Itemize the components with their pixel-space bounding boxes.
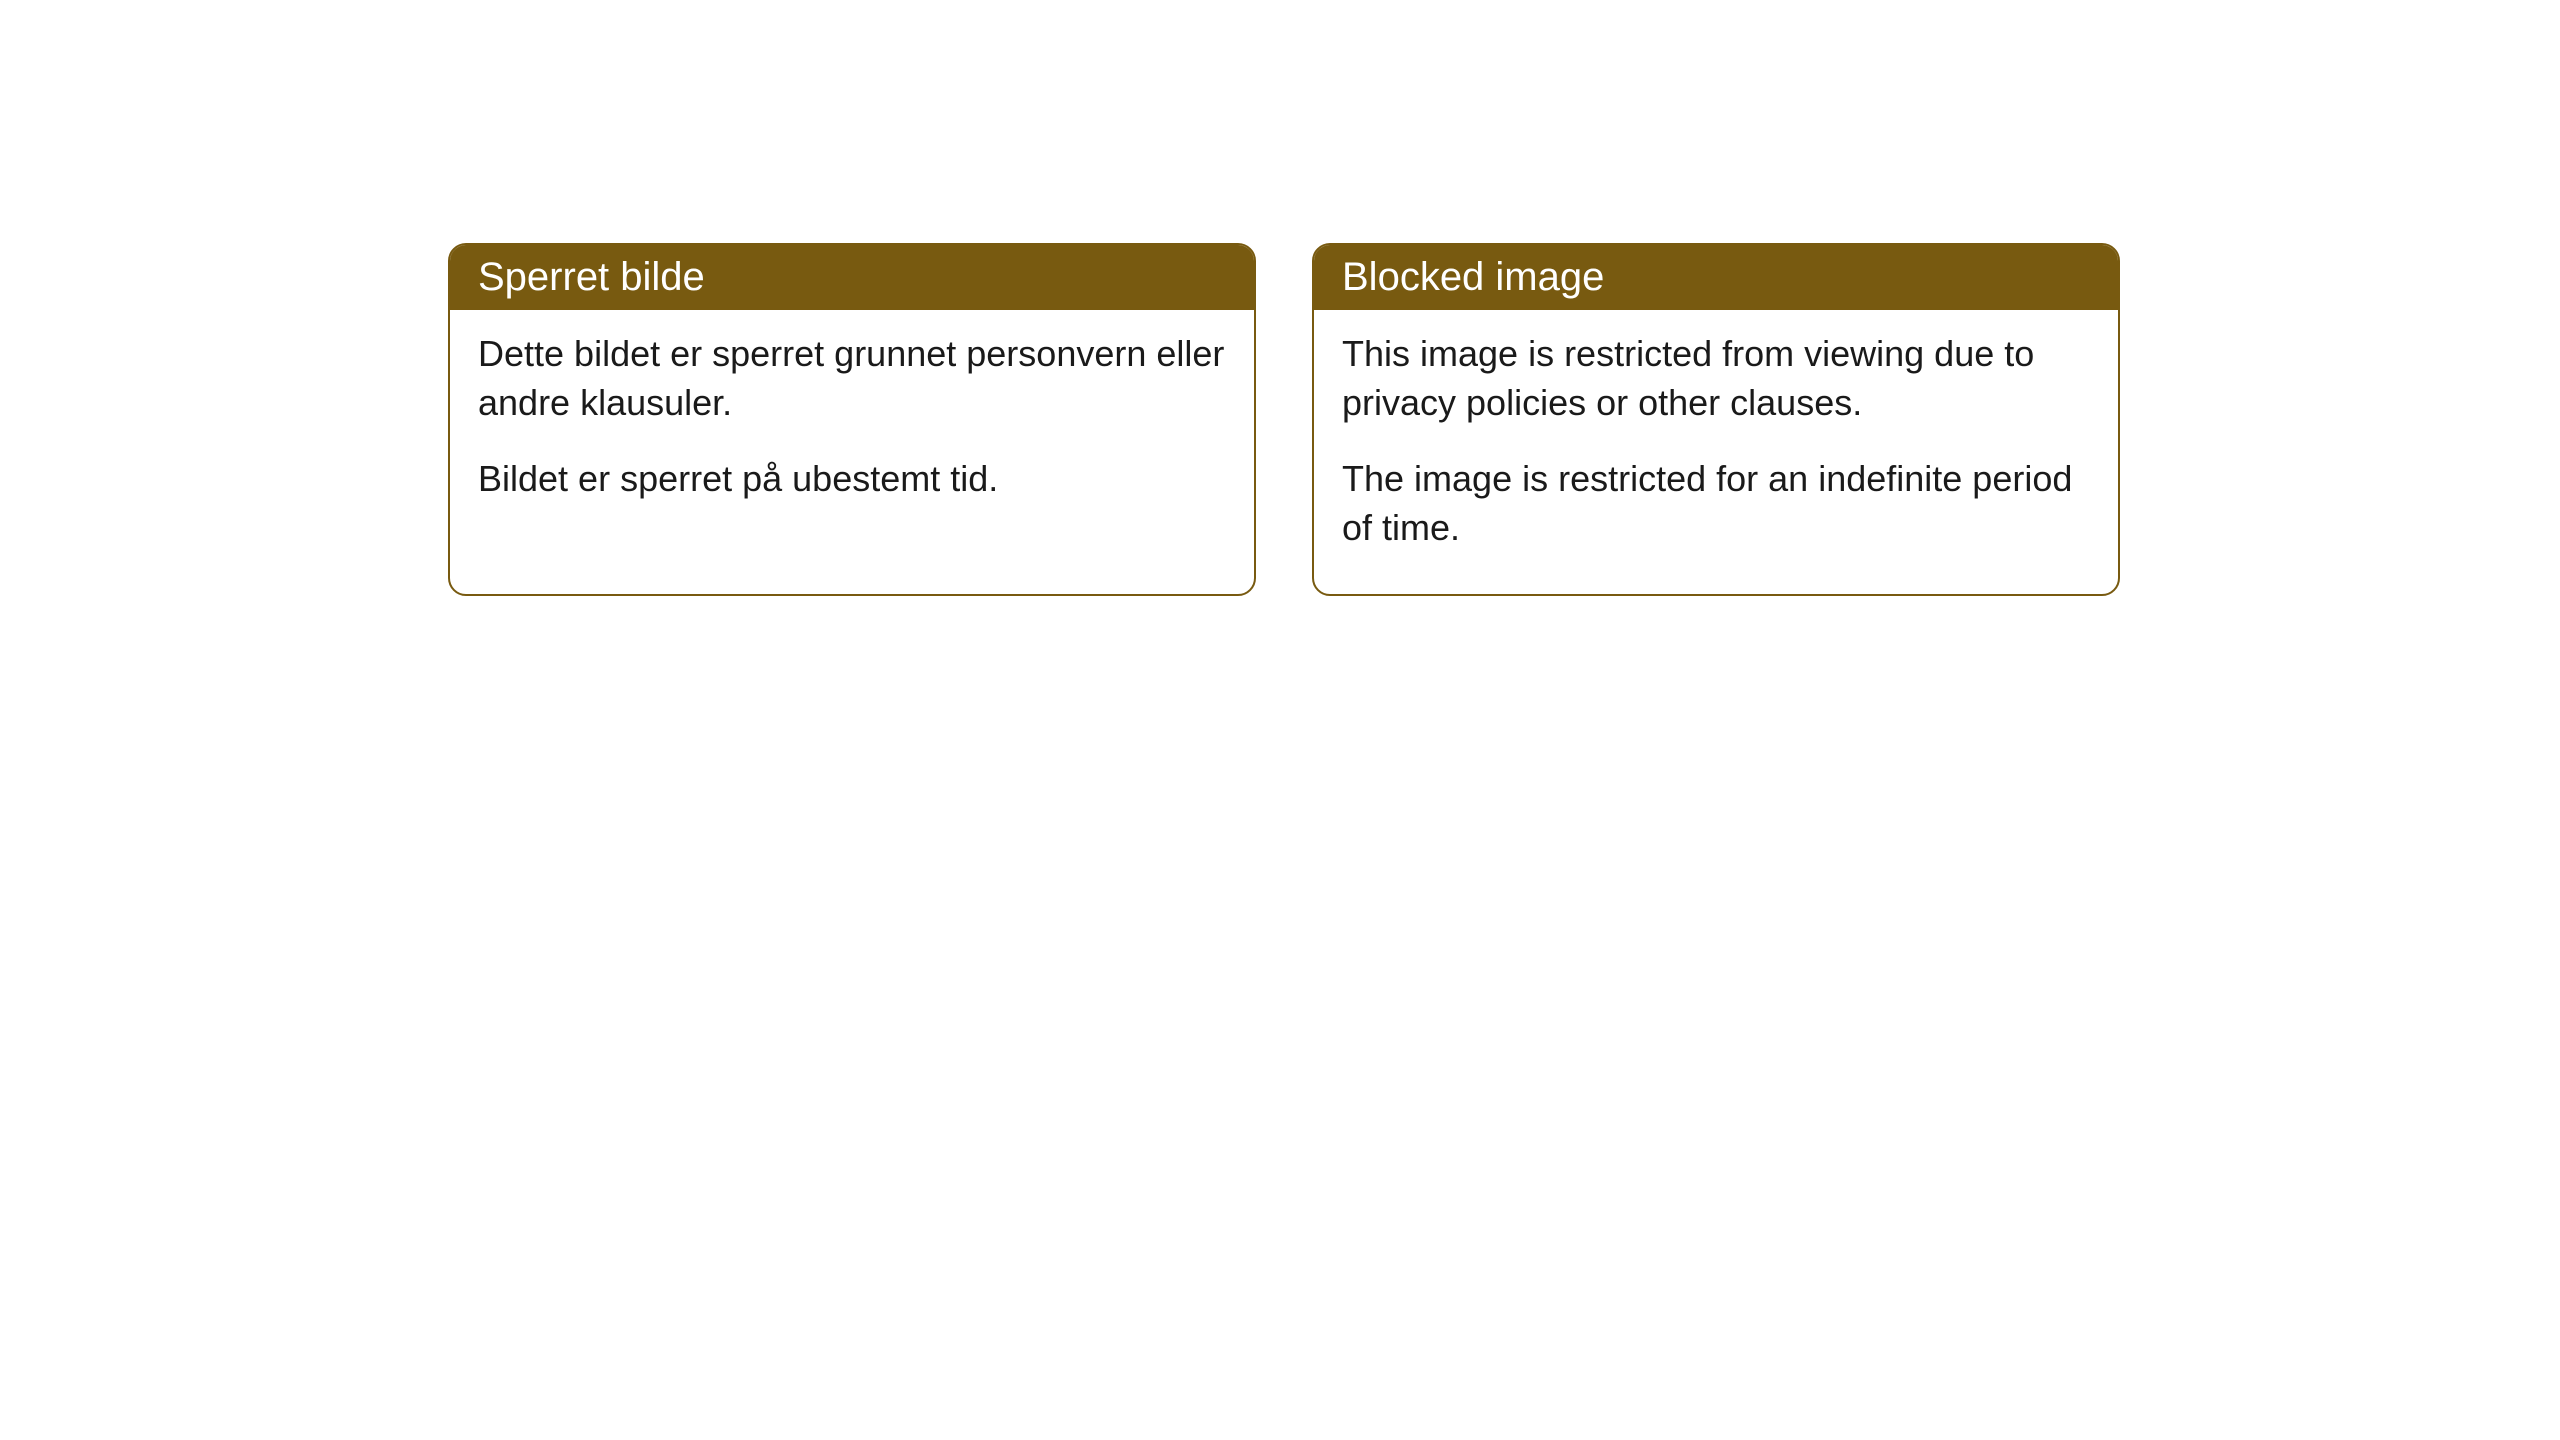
notice-paragraph-1-english: This image is restricted from viewing du… (1342, 330, 2090, 427)
notice-paragraph-1-norwegian: Dette bildet er sperret grunnet personve… (478, 330, 1226, 427)
notice-title-norwegian: Sperret bilde (478, 255, 705, 299)
notice-paragraph-2-english: The image is restricted for an indefinit… (1342, 455, 2090, 552)
notice-body-norwegian: Dette bildet er sperret grunnet personve… (450, 310, 1254, 546)
notice-card-english: Blocked image This image is restricted f… (1312, 243, 2120, 596)
notice-header-english: Blocked image (1314, 245, 2118, 310)
notice-header-norwegian: Sperret bilde (450, 245, 1254, 310)
notice-container: Sperret bilde Dette bildet er sperret gr… (448, 243, 2120, 596)
notice-title-english: Blocked image (1342, 255, 1604, 299)
notice-body-english: This image is restricted from viewing du… (1314, 310, 2118, 594)
notice-card-norwegian: Sperret bilde Dette bildet er sperret gr… (448, 243, 1256, 596)
notice-paragraph-2-norwegian: Bildet er sperret på ubestemt tid. (478, 455, 1226, 504)
